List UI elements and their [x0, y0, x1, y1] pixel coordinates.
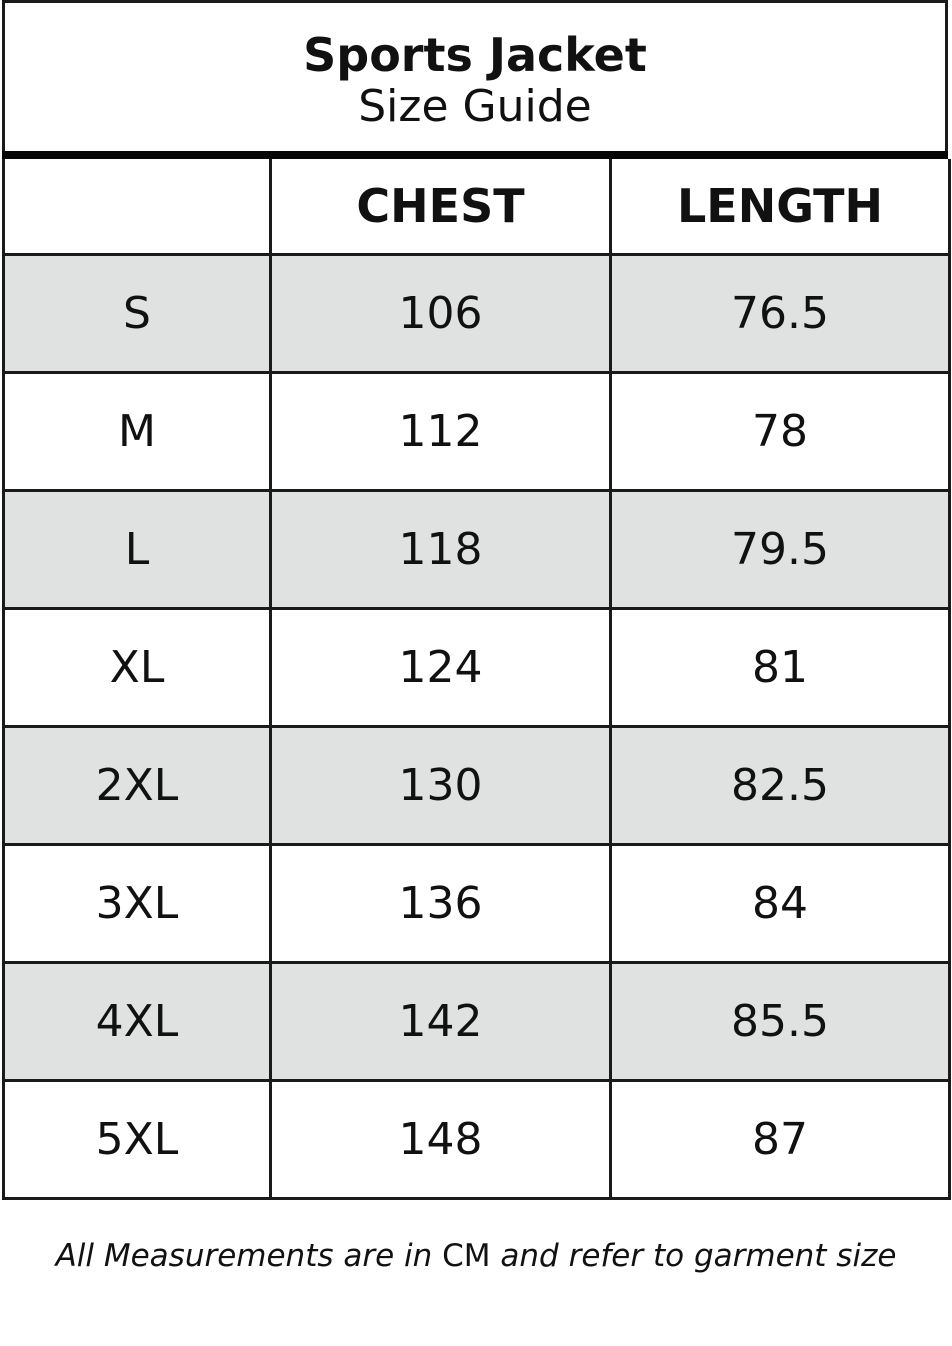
cell-size: S	[2, 253, 272, 374]
cell-chest: 148	[269, 1079, 612, 1200]
header-row: CHEST LENGTH	[2, 159, 951, 256]
cell-length: 87	[609, 1079, 951, 1200]
cell-length: 85.5	[609, 961, 951, 1082]
cell-chest: 118	[269, 489, 612, 610]
cell-size: 5XL	[2, 1079, 272, 1200]
table-row: 5XL 148 87	[2, 1079, 951, 1200]
cell-length: 79.5	[609, 489, 951, 610]
cell-size: M	[2, 371, 272, 492]
cell-size: XL	[2, 607, 272, 728]
footer-text-end: and refer to garment size	[490, 1238, 897, 1274]
cell-chest: 106	[269, 253, 612, 374]
cell-chest: 136	[269, 843, 612, 964]
divider	[2, 151, 948, 159]
cell-chest: 142	[269, 961, 612, 1082]
cell-size: 2XL	[2, 725, 272, 846]
header-length: LENGTH	[609, 159, 951, 256]
cell-chest: 124	[269, 607, 612, 728]
cell-length: 78	[609, 371, 951, 492]
cell-chest: 112	[269, 371, 612, 492]
cell-chest: 130	[269, 725, 612, 846]
table-row: S 106 76.5	[2, 253, 951, 374]
table-row: M 112 78	[2, 371, 951, 492]
cell-length: 76.5	[609, 253, 951, 374]
table-row: L 118 79.5	[2, 489, 951, 610]
cell-size: L	[2, 489, 272, 610]
size-table: CHEST LENGTH S 106 76.5 M 112 78 L 118 79.5 XL 124…	[2, 159, 951, 1200]
footer-unit: CM	[442, 1238, 491, 1274]
cell-size: 4XL	[2, 961, 272, 1082]
header-size	[2, 159, 272, 256]
cell-length: 82.5	[609, 725, 951, 846]
cell-size: 3XL	[2, 843, 272, 964]
table-row: 4XL 142 85.5	[2, 961, 951, 1082]
header-chest: CHEST	[269, 159, 612, 256]
table-row: 2XL 130 82.5	[2, 725, 951, 846]
footer-text: All Measurements are in	[55, 1238, 443, 1274]
subtitle: Size Guide	[358, 81, 592, 132]
footer-note: All Measurements are in CM and refer to …	[0, 1238, 952, 1274]
cell-length: 81	[609, 607, 951, 728]
table-row: XL 124 81	[2, 607, 951, 728]
title-box: Sports Jacket Size Guide	[2, 0, 948, 151]
title: Sports Jacket	[303, 28, 647, 82]
cell-length: 84	[609, 843, 951, 964]
table-row: 3XL 136 84	[2, 843, 951, 964]
